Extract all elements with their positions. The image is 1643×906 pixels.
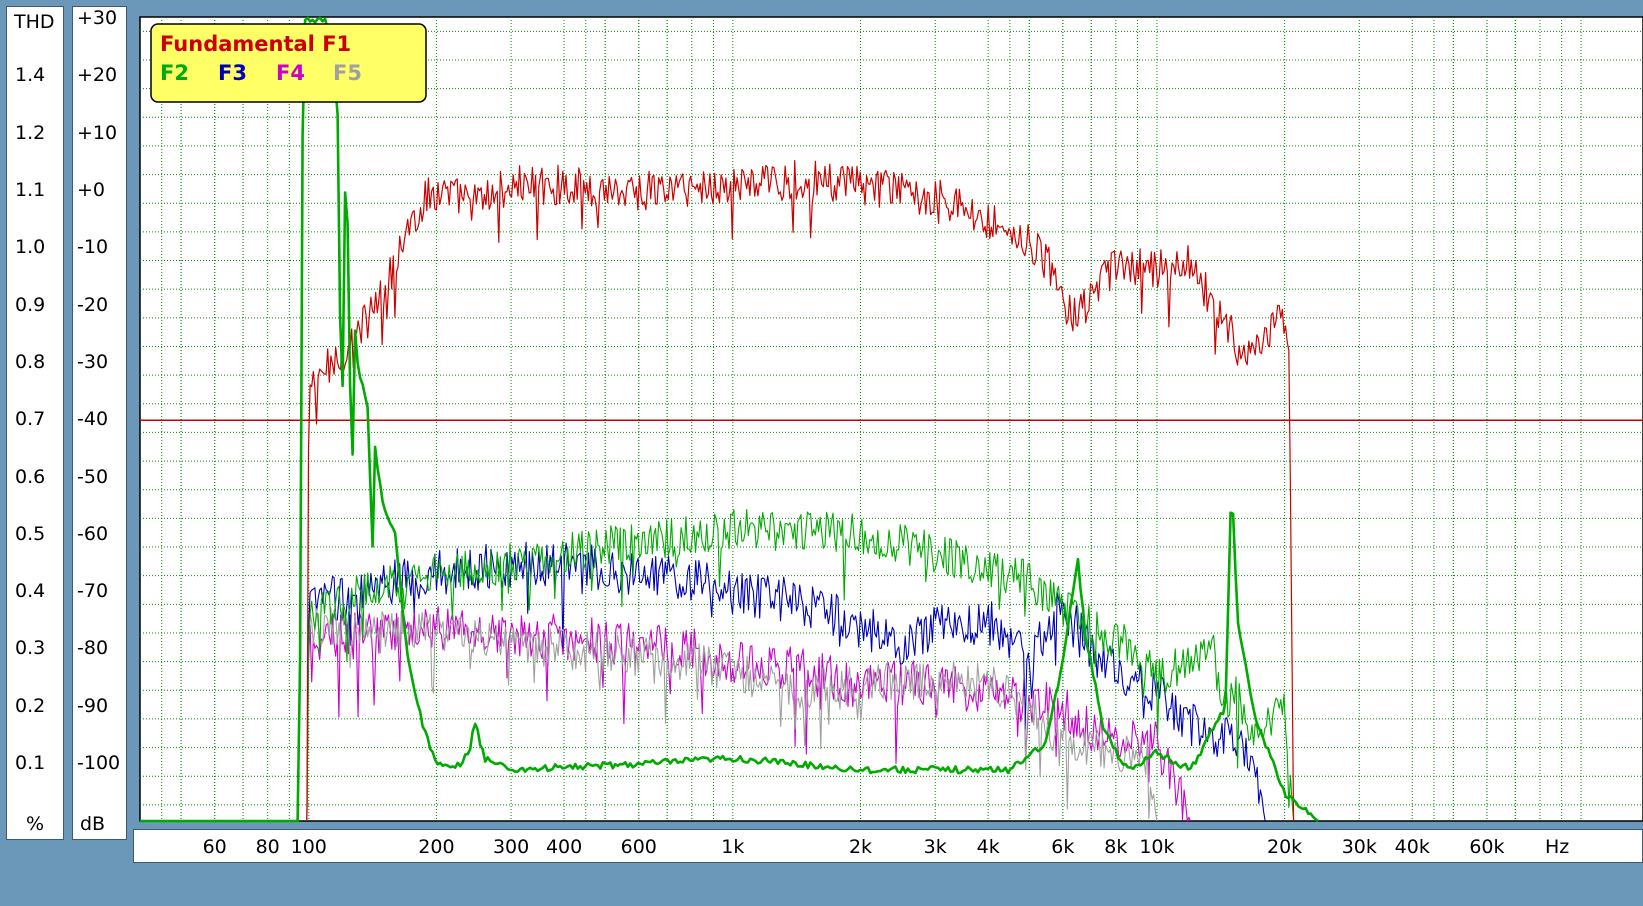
db-tick-label: -40 <box>77 408 109 431</box>
legend-box <box>150 23 427 103</box>
x-tick-label: 60 <box>203 836 227 858</box>
db-scale-panel <box>72 6 127 840</box>
x-tick-label: 10k <box>1139 836 1174 858</box>
x-tick-label: 300 <box>493 836 529 858</box>
legend: Fundamental F1 F2 F3 F4 F5 <box>150 23 427 103</box>
series-line-fundamental-f1 <box>306 160 1295 822</box>
x-tick-label: 30k <box>1342 836 1377 858</box>
db-tick-label: +30 <box>77 7 118 30</box>
thd-tick-label: 0.3 <box>15 637 46 660</box>
thd-tick-label: 0.4 <box>15 580 46 603</box>
db-tick-label: -50 <box>77 465 109 488</box>
legend-item-f3: F3 <box>218 61 247 85</box>
thd-axis-header: THD <box>14 11 55 33</box>
thd-scale-panel <box>6 6 64 840</box>
series-lines <box>140 16 1319 823</box>
thd-tick-label: 0.8 <box>15 350 46 373</box>
db-axis-unit: dB <box>80 813 106 835</box>
db-tick-label: -30 <box>77 350 109 373</box>
x-tick-label: 100 <box>291 836 327 858</box>
series-line-f5 <box>306 607 1158 822</box>
thd-tick-label: 1.4 <box>15 64 46 87</box>
x-tick-label: 1k <box>721 836 744 858</box>
x-tick-label: 8k <box>1104 836 1127 858</box>
legend-item-f4: F4 <box>276 61 305 85</box>
x-axis-unit: Hz <box>1545 836 1569 858</box>
x-tick-label: 6k <box>1051 836 1074 858</box>
thd-tick-label: 0.2 <box>15 694 46 717</box>
x-tick-label: 2k <box>849 836 872 858</box>
thd-axis-unit: % <box>26 813 45 835</box>
x-tick-label: 200 <box>418 836 454 858</box>
db-tick-label: -10 <box>77 236 109 259</box>
thd-tick-label: 1.1 <box>15 179 46 201</box>
series-line-f2 <box>306 509 1295 822</box>
db-tick-label: -20 <box>77 293 109 316</box>
x-tick-label: 3k <box>924 836 947 858</box>
plot-area <box>139 16 1643 822</box>
x-tick-label: 600 <box>621 836 657 858</box>
grid-lines <box>140 17 1643 821</box>
thd-tick-label: 1.0 <box>15 236 46 259</box>
db-tick-label: +10 <box>77 121 118 144</box>
x-tick-label: 40k <box>1395 836 1430 858</box>
thd-tick-label: 1.2 <box>15 121 46 144</box>
db-tick-label: +0 <box>77 179 106 201</box>
legend-item-f2: F2 <box>160 61 189 85</box>
x-tick-labels: 60 80 100 200 300 400 600 1k 2k 3k 4k 6k 8k 10k 20k 30k… <box>203 836 1570 858</box>
db-tick-label: -80 <box>77 637 109 660</box>
db-tick-label: -90 <box>77 694 109 717</box>
thd-tick-label: 0.6 <box>15 465 46 488</box>
x-tick-label: 4k <box>977 836 1000 858</box>
thd-tick-label: 0.1 <box>15 752 46 774</box>
thd-tick-label: 0.9 <box>15 293 46 316</box>
thd-tick-label: 0.5 <box>15 522 46 545</box>
x-tick-label: 80 <box>256 836 280 858</box>
thd-tick-label: 0.7 <box>15 408 46 431</box>
x-axis-panel <box>133 829 1643 863</box>
db-tick-label: +20 <box>77 64 118 87</box>
x-tick-label: 60k <box>1469 836 1504 858</box>
db-tick-label: -60 <box>77 522 109 545</box>
x-tick-label: 20k <box>1267 836 1302 858</box>
db-tick-label: -70 <box>77 580 109 603</box>
series-line-f4 <box>306 606 1192 822</box>
x-tick-label: 400 <box>546 836 582 858</box>
legend-item-fundamental-f1: Fundamental F1 <box>160 32 351 56</box>
db-tick-label: -100 <box>77 752 121 774</box>
legend-item-f5: F5 <box>333 61 362 85</box>
